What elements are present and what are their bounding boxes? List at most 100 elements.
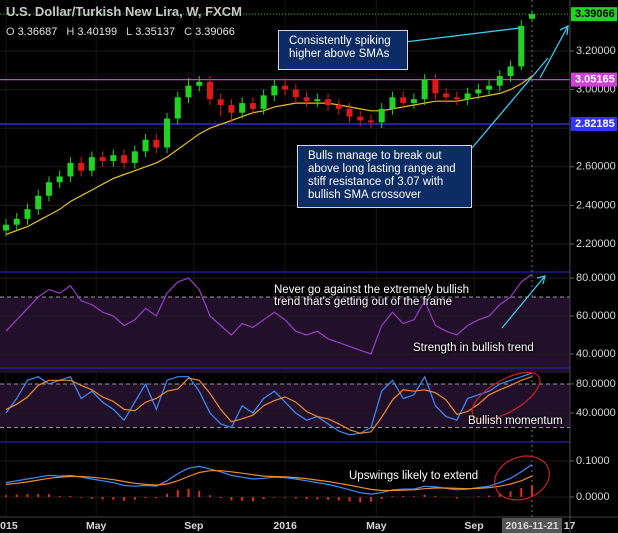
candle-body xyxy=(217,99,224,106)
price-tag xyxy=(571,116,617,131)
x-tick-label: 2015 xyxy=(0,520,18,532)
candle-body xyxy=(486,85,493,90)
annotation: Bullish momentum xyxy=(468,415,563,427)
histogram-bar xyxy=(423,494,426,497)
candle-body xyxy=(421,79,428,100)
histogram-bar xyxy=(316,496,319,500)
candle-body xyxy=(260,95,267,109)
histogram-bar xyxy=(531,485,533,497)
y-tick-label: 2.40000 xyxy=(576,199,616,211)
histogram-bar xyxy=(445,496,448,498)
candle-body xyxy=(239,103,246,113)
candle-body xyxy=(529,14,535,19)
histogram-bar xyxy=(498,493,501,497)
y-tick-label: 0.0000 xyxy=(576,491,610,503)
candle-body xyxy=(325,99,332,106)
ohlc-label: O xyxy=(6,26,15,38)
annotation: Strength in bullish trend xyxy=(413,342,534,354)
candle-body xyxy=(174,97,181,119)
candle-body xyxy=(475,89,482,94)
candle-body xyxy=(185,85,192,98)
histogram-bar xyxy=(176,489,179,497)
histogram-bar xyxy=(284,496,287,498)
histogram-bar xyxy=(434,495,437,497)
histogram-bar xyxy=(187,488,190,497)
candle-body xyxy=(367,120,374,123)
histogram-bar xyxy=(455,496,458,499)
annotation: Never go against the extremely bullish t… xyxy=(274,284,469,308)
histogram-bar xyxy=(47,494,50,497)
y-tick-label: 40.0000 xyxy=(576,407,616,419)
candle-body xyxy=(228,105,235,113)
candle-body xyxy=(335,105,342,109)
candle-body xyxy=(99,157,106,161)
histogram-bar xyxy=(520,487,523,497)
annotation-box: Consistently spiking higher above SMAs xyxy=(278,30,408,70)
histogram-bar xyxy=(488,495,491,497)
ohlc-value: 3.36687 xyxy=(17,26,58,38)
candle-body xyxy=(496,76,503,86)
x-tick-label: 2016 xyxy=(273,520,297,532)
candle-body xyxy=(507,66,514,77)
candle-body xyxy=(346,108,353,117)
candle-body xyxy=(45,182,52,196)
x-tick-label: Sep xyxy=(464,520,483,532)
highlight-ellipse xyxy=(494,455,550,501)
y-tick-label: 3.20000 xyxy=(576,45,616,57)
x-tick-label: May xyxy=(366,520,387,532)
candle-body xyxy=(314,99,321,102)
x-tick-label: May xyxy=(86,520,107,532)
histogram-bar xyxy=(477,496,480,497)
histogram-bar xyxy=(90,496,93,499)
histogram-bar xyxy=(337,496,340,501)
candle-body xyxy=(164,118,171,148)
histogram-bar xyxy=(230,496,233,501)
histogram-bar xyxy=(273,496,276,498)
histogram-bar xyxy=(509,491,512,497)
chart-title: U.S. Dollar/Turkish New Lira, W, FXCM xyxy=(6,4,242,19)
histogram-bar xyxy=(219,496,222,499)
histogram-bar xyxy=(26,494,29,497)
candle-body xyxy=(443,93,450,98)
ohlc-label: L xyxy=(126,26,133,38)
candle-body xyxy=(13,218,20,225)
histogram-bar xyxy=(359,496,362,503)
ohlc-value: 3.39066 xyxy=(195,26,235,38)
annotation: Upswings likely to extend xyxy=(349,470,479,482)
x-tick-highlight xyxy=(502,518,562,533)
candle-body xyxy=(400,97,407,104)
y-tick-label: 60.0000 xyxy=(576,310,616,322)
indicator-line xyxy=(5,376,533,434)
histogram-bar xyxy=(133,496,136,500)
arrows xyxy=(404,24,569,329)
candle-body xyxy=(282,85,289,90)
candle-body xyxy=(271,85,278,96)
candle-body xyxy=(432,79,439,94)
histogram-bar xyxy=(144,496,147,499)
candle-body xyxy=(292,89,299,98)
histogram-bar xyxy=(112,496,115,500)
histogram-bar xyxy=(241,496,244,501)
histogram-bar xyxy=(198,490,201,497)
indicator-line xyxy=(5,372,533,436)
sma-line xyxy=(5,75,533,235)
ohlc-readout: O 3.36687 H 3.40199 L 3.35137 C 3.39066 xyxy=(6,26,241,38)
candle-body xyxy=(110,155,117,161)
x-tick-label: Sep xyxy=(184,520,203,532)
y-tick-label: 0.1000 xyxy=(576,455,610,467)
candle-body xyxy=(35,195,42,210)
x-tick-label: 2016-11-21 xyxy=(505,520,558,532)
highlight-ellipse xyxy=(471,371,541,421)
candle-body xyxy=(88,157,95,171)
candle-body xyxy=(453,97,460,100)
histogram-bar xyxy=(166,493,169,497)
indicator-line xyxy=(5,470,533,492)
histogram-bar xyxy=(80,496,83,498)
candle-body xyxy=(67,162,74,177)
y-tick-label: 2.20000 xyxy=(576,238,616,250)
candle-body xyxy=(389,97,396,109)
ohlc-value: 3.40199 xyxy=(77,26,118,38)
candle-body xyxy=(131,151,138,163)
